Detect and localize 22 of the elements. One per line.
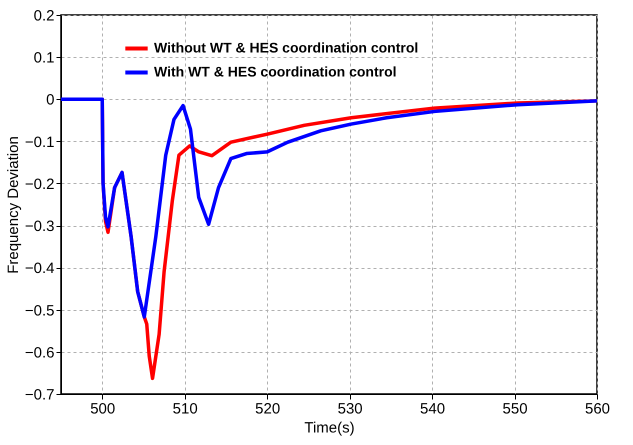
y-tick-label: −0.7	[24, 386, 54, 404]
y-tick-label: −0.3	[24, 218, 54, 236]
x-tick-label: 540	[420, 400, 446, 418]
legend-label: With WT & HES coordination control	[154, 64, 397, 80]
y-tick-label: 0.2	[34, 8, 54, 24]
x-tick-label: 500	[90, 400, 116, 418]
y-tick-label: −0.2	[24, 176, 54, 193]
y-tick-label: 0	[46, 92, 54, 109]
y-tick-label: 0.1	[34, 50, 54, 67]
x-tick-label: 530	[338, 400, 363, 418]
y-tick-label: −0.6	[24, 344, 54, 362]
x-axis-title: Time(s)	[304, 420, 355, 436]
x-tick-label: 560	[584, 400, 610, 418]
x-tick-label: 520	[255, 400, 280, 418]
line-series	[61, 97, 597, 319]
y-axis-title: Frequency Deviation	[4, 136, 22, 274]
y-tick-label: −0.4	[24, 260, 54, 278]
y-tick-label: −0.1	[24, 134, 54, 151]
x-tick-label: 550	[502, 400, 528, 418]
y-tick-label: −0.5	[24, 302, 54, 320]
legend-label: Without WT & HES coordination control	[154, 40, 418, 56]
x-tick-label: 510	[172, 400, 198, 418]
